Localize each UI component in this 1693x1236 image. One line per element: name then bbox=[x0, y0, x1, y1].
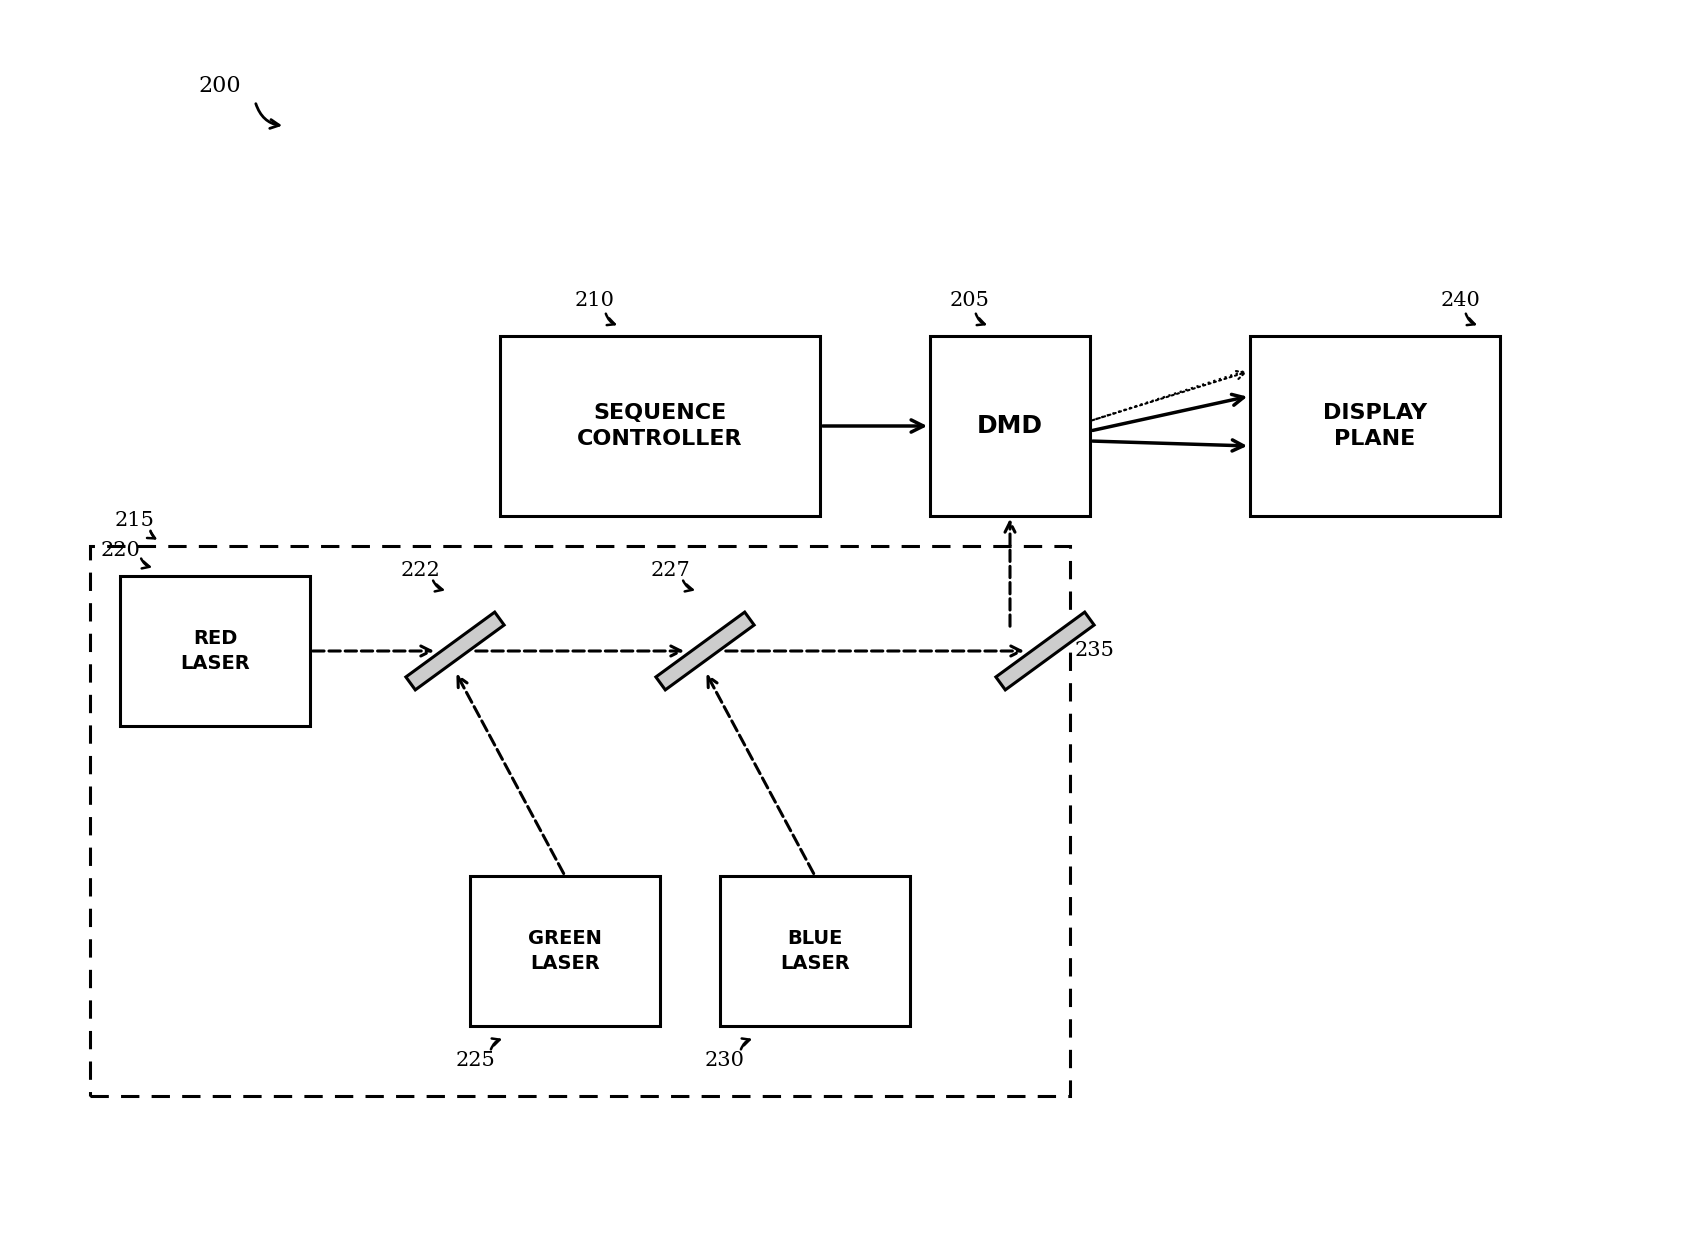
Polygon shape bbox=[655, 612, 753, 690]
Text: 205: 205 bbox=[950, 292, 990, 310]
Text: 200: 200 bbox=[198, 75, 242, 96]
Bar bbox=[120, 576, 310, 726]
Text: 225: 225 bbox=[455, 1052, 494, 1070]
Bar bbox=[720, 876, 911, 1026]
Text: BLUE
LASER: BLUE LASER bbox=[780, 929, 850, 973]
Text: 235: 235 bbox=[1075, 641, 1116, 660]
Bar bbox=[1249, 336, 1500, 515]
Bar bbox=[499, 336, 819, 515]
Text: SEQUENCE
CONTROLLER: SEQUENCE CONTROLLER bbox=[577, 403, 743, 449]
Text: 227: 227 bbox=[650, 561, 689, 581]
Text: DMD: DMD bbox=[977, 414, 1043, 438]
Text: 230: 230 bbox=[704, 1052, 745, 1070]
Polygon shape bbox=[406, 612, 505, 690]
Text: 222: 222 bbox=[400, 561, 440, 581]
Text: RED
LASER: RED LASER bbox=[179, 629, 251, 672]
Bar bbox=[90, 546, 1070, 1096]
Bar bbox=[929, 336, 1090, 515]
Text: 240: 240 bbox=[1441, 292, 1480, 310]
Text: 210: 210 bbox=[576, 292, 615, 310]
Text: 220: 220 bbox=[100, 541, 141, 560]
Polygon shape bbox=[995, 612, 1094, 690]
Text: DISPLAY
PLANE: DISPLAY PLANE bbox=[1322, 403, 1427, 449]
Text: 215: 215 bbox=[115, 512, 156, 530]
Bar bbox=[471, 876, 660, 1026]
Text: GREEN
LASER: GREEN LASER bbox=[528, 929, 603, 973]
